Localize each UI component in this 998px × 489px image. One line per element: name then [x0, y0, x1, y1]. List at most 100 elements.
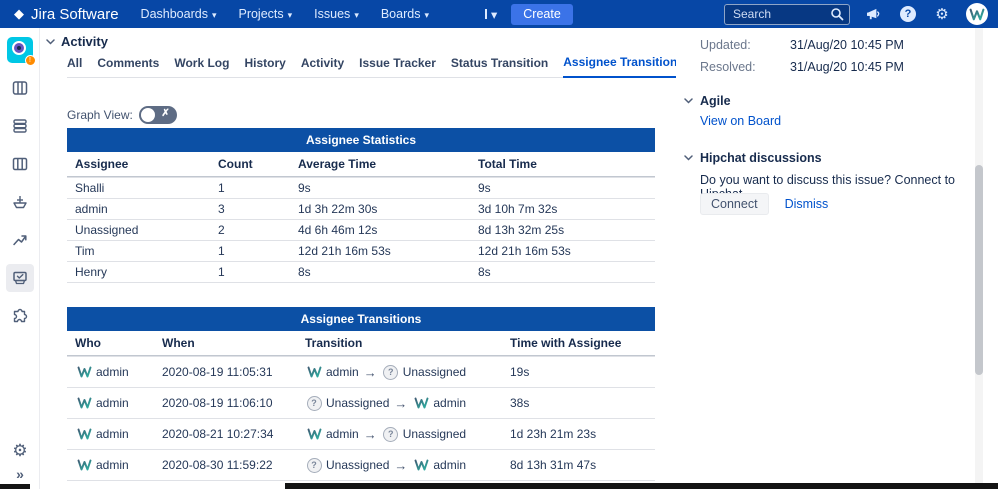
activity-tabs: All Comments Work Log History Activity I… — [67, 48, 678, 78]
user-avatar: ? — [75, 395, 93, 411]
table-row: ?admin 2020-08-19 11:06:10 ?Unassigned→?… — [67, 387, 655, 418]
tab-issue-tracker[interactable]: Issue Tracker — [359, 56, 436, 70]
assignee-transitions-table: Assignee Transitions Who When Transition… — [67, 307, 655, 489]
table-row: admin 3 1d 3h 22m 30s 3d 10h 7m 32s — [67, 198, 655, 219]
col-transition: Transition — [305, 336, 363, 350]
graph-view-control: Graph View: ✗ — [67, 106, 177, 124]
from-avatar: ? — [305, 395, 323, 411]
tab-activity[interactable]: Activity — [300, 56, 345, 70]
arrow-right-icon: → — [394, 395, 408, 411]
vertical-scrollbar-track[interactable] — [975, 28, 983, 489]
updated-row: Updated: 31/Aug/20 10:45 PM — [700, 38, 904, 52]
nav-menu: Dashboards ▾ Projects ▾ Issues ▾ Boards ▾ — [141, 7, 429, 21]
stats-table-header-row: Assignee Count Average Time Total Time — [67, 152, 655, 177]
toggle-off-icon: ✗ — [161, 108, 170, 119]
settings-gear-icon[interactable]: ⚙ — [935, 5, 949, 23]
table-row: Tim 1 12d 21h 16m 53s 12d 21h 16m 53s — [67, 240, 655, 261]
to-avatar: ? — [382, 364, 400, 380]
chevron-down-icon: ▾ — [354, 9, 359, 20]
user-avatar[interactable] — [966, 3, 988, 25]
agile-section-header[interactable]: Agile — [684, 94, 731, 108]
col-average-time: Average Time — [298, 157, 377, 171]
table-row: Unassigned 2 4d 6h 46m 12s 8d 13h 32m 25s — [67, 219, 655, 240]
sidebar-item-backlog[interactable] — [6, 112, 34, 140]
transitions-table-header-row: Who When Transition Time with Assignee — [67, 331, 655, 356]
toggle-knob — [140, 108, 155, 122]
tab-all[interactable]: All — [67, 56, 83, 70]
from-avatar: ? — [305, 426, 323, 442]
user-avatar: ? — [75, 457, 93, 473]
tab-status-transition[interactable]: Status Transition — [450, 56, 549, 70]
tab-history[interactable]: History — [244, 56, 286, 70]
tab-assignee-transition[interactable]: Assignee Transition — [563, 55, 678, 78]
collapse-chevron-icon — [684, 98, 693, 104]
sidebar-item-board-view[interactable] — [6, 74, 34, 102]
updated-value: 31/Aug/20 10:45 PM — [790, 38, 904, 52]
col-who: Who — [75, 336, 101, 350]
sidebar-settings-icon[interactable]: ⚙ — [12, 441, 28, 460]
connect-button[interactable]: Connect — [700, 193, 769, 215]
dismiss-link[interactable]: Dismiss — [784, 197, 829, 211]
expand-sidebar-icon[interactable]: » — [16, 466, 24, 482]
table-row: Shalli 1 9s 9s — [67, 177, 655, 198]
sidebar-item-reports[interactable] — [6, 226, 34, 254]
sidebar-item-active-sprints[interactable] — [6, 150, 34, 178]
resolved-row: Resolved: 31/Aug/20 10:45 PM — [700, 60, 904, 74]
chevron-down-icon: ▾ — [287, 9, 293, 20]
nav-item-projects[interactable]: Projects ▾ — [238, 7, 293, 21]
nav-item-boards[interactable]: Boards ▾ — [380, 7, 429, 21]
issue-details-panel: Updated: 31/Aug/20 10:45 PM Resolved: 31… — [676, 28, 976, 489]
nav-item-dashboards[interactable]: Dashboards ▾ — [140, 7, 217, 21]
from-avatar: ? — [305, 364, 323, 380]
tab-comments[interactable]: Comments — [97, 56, 160, 70]
updated-label: Updated: — [700, 38, 751, 52]
truncated-label — [484, 9, 487, 19]
bottom-bar-right — [285, 483, 998, 489]
assignee-statistics-table: Assignee Statistics Assignee Count Avera… — [67, 128, 655, 283]
view-on-board-link[interactable]: View on Board — [700, 114, 782, 128]
announcements-icon[interactable] — [864, 4, 884, 24]
user-avatar: ? — [75, 364, 93, 380]
bottom-bar-left — [0, 484, 30, 489]
hipchat-section-header[interactable]: Hipchat discussions — [684, 151, 822, 165]
collapse-chevron-icon — [46, 38, 55, 45]
top-navigation: ◆ Jira Software Dashboards ▾ Projects ▾ Is… — [0, 0, 998, 28]
activity-title: Activity — [61, 34, 108, 49]
agile-title: Agile — [700, 94, 731, 108]
nav-right: ? ⚙ — [724, 3, 988, 25]
main-content: Activity All Comments Work Log History A… — [40, 28, 678, 489]
sidebar-item-issue-tracker-selected[interactable] — [5, 264, 34, 292]
search-input[interactable] — [724, 3, 850, 25]
search-icon[interactable] — [830, 7, 844, 26]
graph-view-toggle[interactable]: ✗ — [138, 106, 177, 124]
resolved-value: 31/Aug/20 10:45 PM — [790, 60, 904, 74]
col-assignee: Assignee — [75, 157, 129, 171]
nav-search — [724, 3, 850, 26]
left-sidebar: ! ⚙ » — [0, 28, 40, 489]
more-menu[interactable]: ▾ — [484, 7, 498, 22]
nav-item-issues[interactable]: Issues ▾ — [314, 7, 359, 21]
table-row: ?admin 2020-08-19 11:05:31 ?admin→?Unass… — [67, 356, 655, 387]
chevron-down-icon: ▾ — [490, 7, 498, 22]
chevron-down-icon: ▾ — [211, 9, 217, 20]
to-avatar: ? — [382, 426, 400, 442]
jira-logo-text: Jira Software — [31, 5, 119, 23]
to-avatar: ? — [412, 395, 430, 411]
chevron-down-icon: ▾ — [424, 9, 429, 20]
vertical-scrollbar-thumb[interactable] — [975, 165, 983, 375]
create-button[interactable]: Create — [511, 3, 573, 25]
addon-app-icon: ! — [6, 37, 36, 66]
col-count: Count — [218, 157, 253, 171]
col-total-time: Total Time — [478, 157, 537, 171]
stats-table-title: Assignee Statistics — [67, 128, 655, 152]
jira-logo[interactable]: ◆ Jira Software — [14, 6, 119, 23]
sidebar-item-addons[interactable] — [6, 302, 34, 330]
activity-section-header[interactable]: Activity — [46, 34, 108, 49]
help-icon[interactable]: ? — [898, 4, 918, 24]
arrow-right-icon: → — [363, 426, 377, 442]
sidebar-item-releases[interactable] — [6, 188, 34, 216]
tab-work-log[interactable]: Work Log — [174, 56, 230, 70]
user-avatar: ? — [75, 426, 93, 442]
app-logo[interactable]: ! — [6, 36, 36, 66]
table-row: Henry 1 8s 8s — [67, 261, 655, 282]
